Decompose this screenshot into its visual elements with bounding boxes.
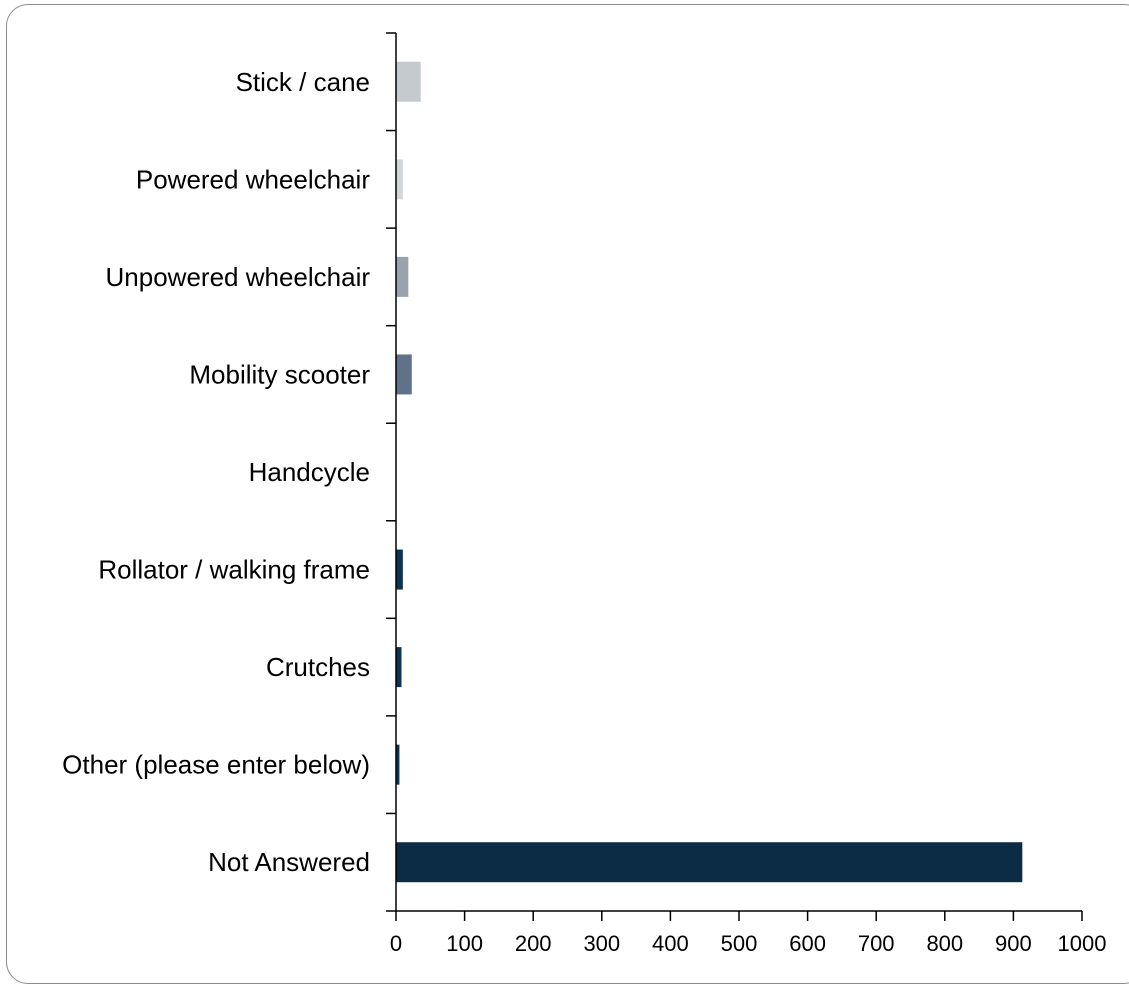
x-tick-label-7: 700 xyxy=(858,931,895,956)
labels-layer: Stick / cane Powered wheelchair Unpowered … xyxy=(62,67,1106,956)
x-tick-label-5: 500 xyxy=(721,931,758,956)
x-tick-label-10: 1000 xyxy=(1058,931,1107,956)
x-tick-label-3: 300 xyxy=(583,931,620,956)
category-label-3: Mobility scooter xyxy=(189,359,370,389)
x-tick-label-9: 900 xyxy=(995,931,1032,956)
bar-3 xyxy=(396,354,412,395)
x-tick-label-2: 200 xyxy=(515,931,552,956)
ticks-layer xyxy=(386,32,1083,921)
bars-layer xyxy=(396,61,1023,883)
bar-1 xyxy=(396,159,403,200)
category-label-8: Not Answered xyxy=(208,847,370,877)
x-tick-label-4: 400 xyxy=(652,931,689,956)
category-label-0: Stick / cane xyxy=(236,67,370,97)
category-label-2: Unpowered wheelchair xyxy=(106,262,371,292)
axes-layer xyxy=(395,33,1082,912)
x-tick-label-6: 600 xyxy=(789,931,826,956)
category-label-1: Powered wheelchair xyxy=(136,164,370,194)
x-tick-label-8: 800 xyxy=(926,931,963,956)
bar-2 xyxy=(396,256,409,297)
bar-8 xyxy=(396,842,1023,883)
category-label-7: Other (please enter below) xyxy=(62,750,370,780)
category-label-6: Crutches xyxy=(266,652,370,682)
x-tick-label-1: 100 xyxy=(446,931,483,956)
x-tick-label-0: 0 xyxy=(390,931,402,956)
bar-7 xyxy=(396,744,400,785)
bar-6 xyxy=(396,647,402,688)
category-label-5: Rollator / walking frame xyxy=(98,555,370,585)
bar-0 xyxy=(396,61,421,102)
category-label-4: Handcycle xyxy=(249,457,370,487)
bar-5 xyxy=(396,549,403,590)
